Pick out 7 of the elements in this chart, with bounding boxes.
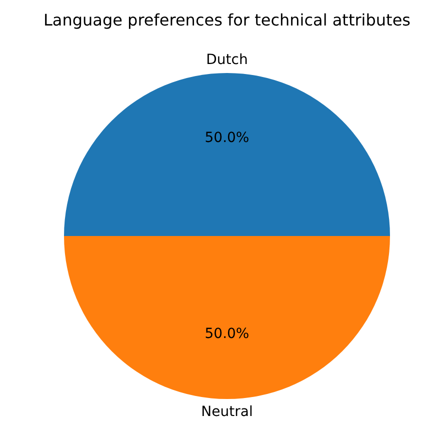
chart-title: Language preferences for technical attributes bbox=[43, 10, 411, 30]
slice-label: Neutral bbox=[201, 404, 253, 420]
slice-label: Dutch bbox=[206, 52, 248, 68]
data-label: 50.0% bbox=[204, 326, 250, 342]
pie-slice bbox=[64, 236, 390, 399]
data-label: 50.0% bbox=[204, 130, 250, 146]
pie-slice bbox=[64, 73, 390, 236]
